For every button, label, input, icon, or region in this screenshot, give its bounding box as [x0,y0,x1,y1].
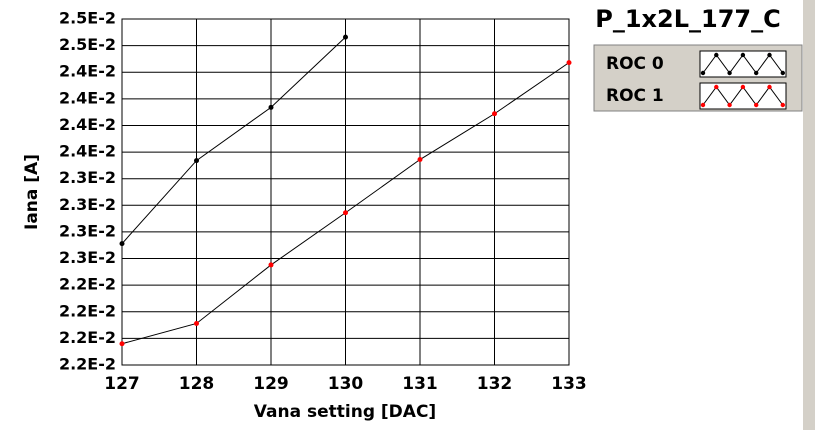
y-axis-label: Iana [A] [22,154,42,230]
x-tick-label: 132 [477,374,513,394]
legend-marker [700,102,706,108]
data-point [417,157,423,163]
legend-marker [740,52,746,58]
data-point [268,104,274,110]
legend-marker [754,102,759,108]
legend-label: ROC 1 [606,86,664,106]
data-point [492,111,497,117]
y-tick-label: 2.3E-2 [59,195,116,214]
data-point [343,34,348,40]
data-point [119,341,125,347]
side-panel [803,0,815,430]
legend-marker [714,52,719,58]
legend-marker [727,70,732,76]
y-tick-label: 2.3E-2 [59,168,116,187]
y-tick-label: 2.2E-2 [59,275,116,294]
chart-title: P_1x2L_177_C [595,5,780,33]
legend-marker [780,102,785,108]
y-tick-label: 2.5E-2 [59,35,116,54]
x-tick-label: 133 [551,374,587,394]
y-tick-label: 2.2E-2 [59,355,116,374]
y-tick-label: 2.5E-2 [59,9,116,28]
legend-marker [754,70,759,76]
x-tick-label: 128 [179,374,215,394]
x-tick-label: 127 [104,374,140,394]
data-point [119,241,125,247]
y-tick-label: 2.4E-2 [59,142,116,161]
data-line [121,36,346,244]
data-point [566,60,572,66]
y-tick-label: 2.4E-2 [59,115,116,134]
legend-marker [780,70,785,76]
x-tick-label: 131 [402,374,438,394]
legend-marker [767,52,772,58]
x-axis-label: Vana setting [DAC] [254,402,436,422]
x-tick-label: 130 [328,374,364,394]
legend-marker [767,84,772,90]
x-tick-label: 129 [253,374,289,394]
y-tick-label: 2.3E-2 [59,248,116,267]
y-tick-label: 2.2E-2 [59,301,116,320]
y-tick-label: 2.2E-2 [59,328,116,347]
legend-label: ROC 0 [606,54,664,74]
y-tick-label: 2.4E-2 [59,62,116,81]
data-point [343,210,348,216]
legend-marker [714,84,719,90]
legend-marker [727,102,732,108]
y-tick-label: 2.4E-2 [59,88,116,107]
data-point [194,320,199,326]
y-tick-label: 2.3E-2 [59,221,116,240]
legend-marker [700,70,706,76]
legend-marker [740,84,746,90]
data-point [268,262,274,268]
data-point [194,158,199,164]
